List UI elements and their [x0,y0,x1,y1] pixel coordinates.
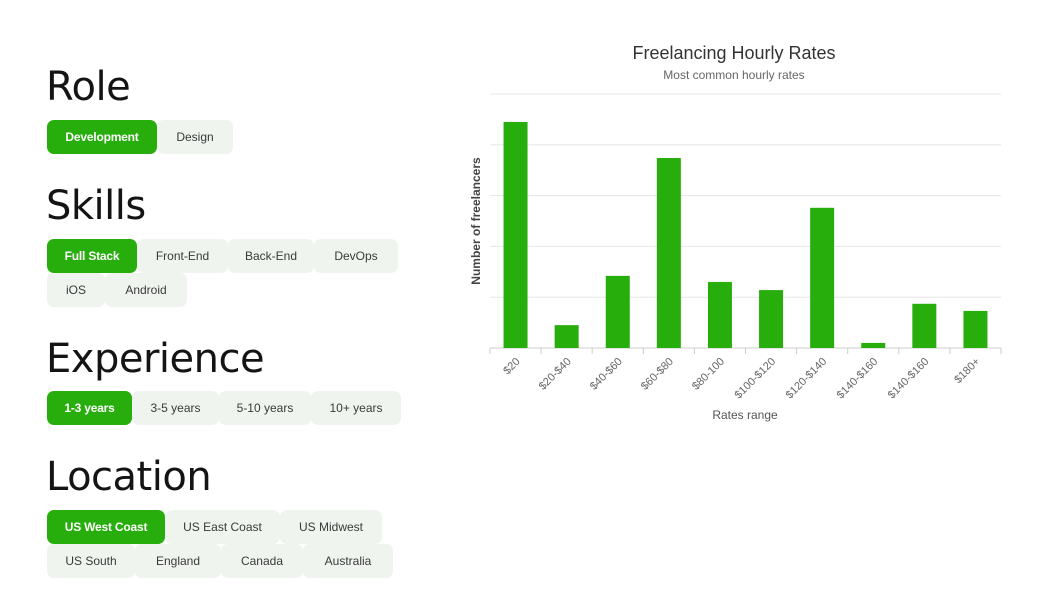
x-tick-label: $140-$160 [835,356,881,402]
chip-experience-3-5[interactable]: 3-5 years [132,391,219,425]
x-tick-label: $180+ [952,356,982,386]
bars [503,121,988,348]
bar[interactable] [810,207,835,348]
y-axis-label: Number of freelancers [469,157,483,285]
chart-title: Freelancing Hourly Rates [632,43,835,63]
chart-subtitle: Most common hourly rates [663,68,804,82]
experience-chips: 1-3 years 3-5 years 5-10 years 10+ years [47,391,427,425]
chip-location-us-midwest[interactable]: US Midwest [280,510,382,544]
bar[interactable] [912,303,937,348]
chip-skill-front-end[interactable]: Front-End [137,239,228,273]
chip-role-design[interactable]: Design [157,120,233,154]
x-tick-label: $120-$140 [784,356,830,402]
chip-location-canada[interactable]: Canada [221,544,303,578]
chart-container: Freelancing Hourly Rates Most common hou… [460,36,1020,436]
x-axis-label: Rates range [712,408,778,422]
x-tick-label: $60-$80 [639,356,676,393]
bar[interactable] [554,325,579,348]
experience-title: Experience [46,336,265,382]
bar[interactable] [656,158,681,348]
x-tick-label: $140-$160 [886,356,932,402]
x-axis: $20 $20-$40 $40-$60 $60-$80 $80-100 $100-$120… [489,348,1002,402]
chip-experience-1-3[interactable]: 1-3 years [47,391,132,425]
chip-location-england[interactable]: England [135,544,221,578]
chip-location-us-west-coast[interactable]: US West Coast [47,510,165,544]
bar[interactable] [861,342,886,348]
chip-role-development[interactable]: Development [47,120,157,154]
x-tick-label: $80-100 [690,356,727,393]
bar[interactable] [963,310,988,348]
location-title: Location [46,454,212,500]
chip-experience-5-10[interactable]: 5-10 years [219,391,311,425]
skills-chips: Full Stack Front-End Back-End DevOps iOS… [47,239,427,307]
chip-skill-devops[interactable]: DevOps [314,239,398,273]
x-tick-label: $100-$120 [732,356,778,402]
skills-title: Skills [46,183,146,229]
x-tick-label: $40-$60 [588,356,625,393]
bar[interactable] [605,275,630,348]
x-tick-label: $20 [501,356,522,377]
chip-skill-ios[interactable]: iOS [47,273,105,307]
bar[interactable] [503,121,528,348]
chip-skill-android[interactable]: Android [105,273,187,307]
bar[interactable] [759,290,784,348]
x-tick-label: $20-$40 [537,356,574,393]
role-title: Role [46,64,131,110]
bar-chart: Freelancing Hourly Rates Most common hou… [469,43,1002,422]
chip-location-australia[interactable]: Australia [303,544,393,578]
chip-location-us-east-coast[interactable]: US East Coast [165,510,280,544]
chip-location-us-south[interactable]: US South [47,544,135,578]
location-chips: US West Coast US East Coast US Midwest U… [47,510,427,578]
bar[interactable] [707,281,732,348]
chip-skill-full-stack[interactable]: Full Stack [47,239,137,273]
role-chips: Development Design [47,120,427,154]
chip-experience-10-plus[interactable]: 10+ years [311,391,401,425]
chip-skill-back-end[interactable]: Back-End [228,239,314,273]
